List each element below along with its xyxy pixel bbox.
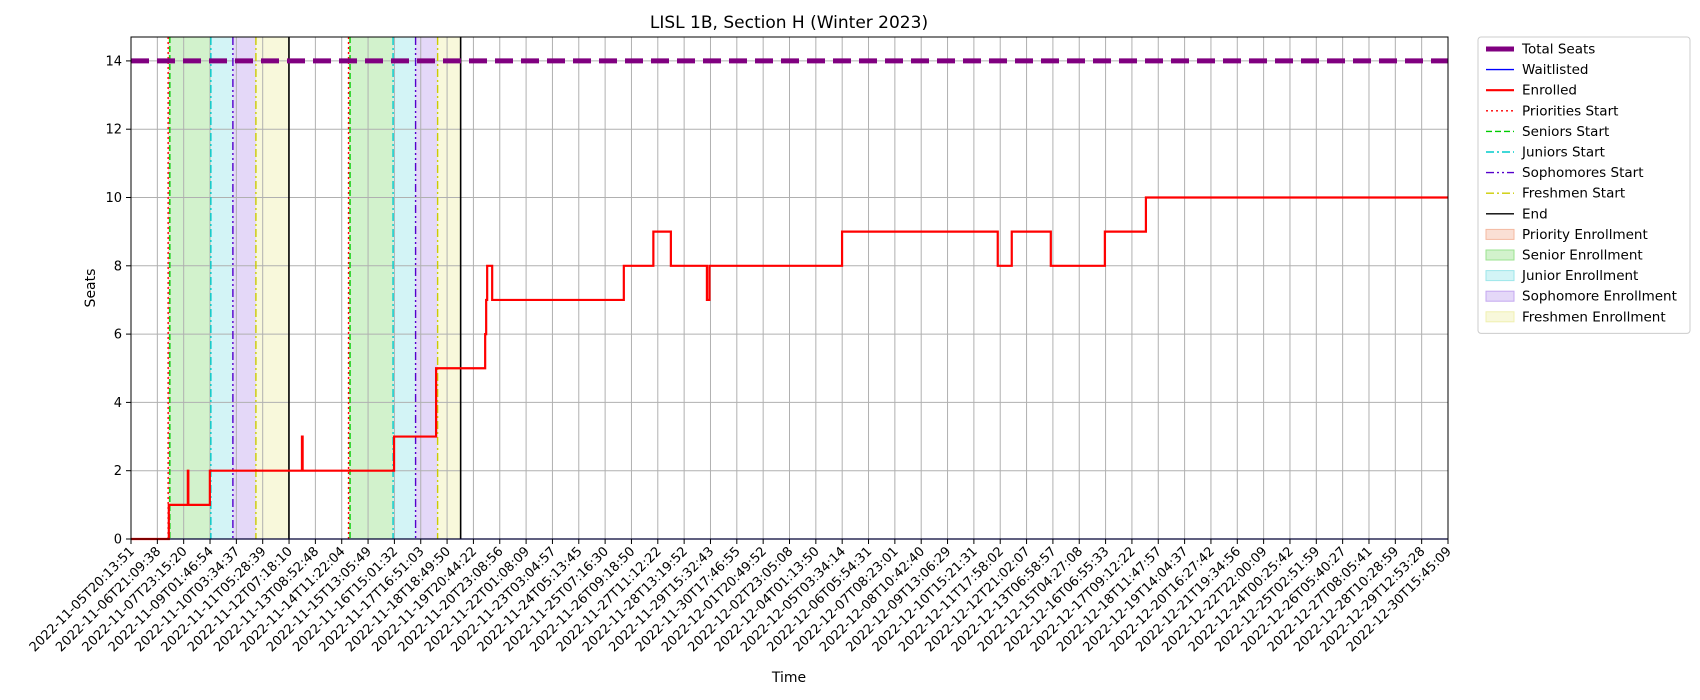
y-tick-label: 14 xyxy=(105,54,122,69)
y-axis-title: Seats xyxy=(83,269,99,308)
legend-label-freshmen-enrollment: Freshmen Enrollment xyxy=(1522,309,1666,325)
band-freshmen-enrollment xyxy=(437,37,461,539)
band-senior-enrollment xyxy=(350,37,394,539)
band-priority-enrollment xyxy=(168,37,170,539)
legend-label-waitlisted: Waitlisted xyxy=(1522,62,1589,78)
legend-swatch-junior-enrollment xyxy=(1485,270,1515,282)
band-junior-enrollment xyxy=(210,37,233,539)
y-tick-label: 4 xyxy=(114,396,122,411)
legend-swatch-sophomore-enrollment xyxy=(1485,290,1515,302)
band-junior-enrollment xyxy=(393,37,416,539)
x-axis-ticks: 2022-11-05T20:13:512022-11-06T21:09:3820… xyxy=(27,539,1455,655)
plot-area xyxy=(130,36,1449,541)
legend-frame xyxy=(1477,36,1691,334)
band-senior-enrollment xyxy=(169,37,211,539)
series-enrolled xyxy=(131,196,1448,541)
phase-markers xyxy=(167,37,462,539)
legend-label-enrolled: Enrolled xyxy=(1522,83,1577,99)
chart-title: LISL 1B, Section H (Winter 2023) xyxy=(650,13,928,33)
x-axis-title: Time xyxy=(771,670,806,686)
legend: Total Seats Waitlisted Enrolled Priorities … xyxy=(1477,36,1691,334)
y-tick-label: 6 xyxy=(114,328,122,343)
band-priority-enrollment xyxy=(348,37,351,539)
legend-swatch-priority-enrollment xyxy=(1485,228,1515,240)
band-sophomore-enrollment xyxy=(415,37,438,539)
y-tick-label: 2 xyxy=(114,464,122,479)
legend-label-junior-enrollment: Junior Enrollment xyxy=(1521,268,1638,284)
enrollment-bands xyxy=(168,37,461,539)
legend-swatch-freshmen-enrollment xyxy=(1485,311,1515,323)
y-tick-label: 8 xyxy=(114,259,122,274)
legend-label-senior-enrollment: Senior Enrollment xyxy=(1522,248,1643,264)
legend-label-freshmen-start: Freshmen Start xyxy=(1522,186,1625,202)
legend-label-juniors-start: Juniors Start xyxy=(1521,145,1605,161)
y-tick-label: 10 xyxy=(105,191,122,206)
y-tick-label: 12 xyxy=(105,123,122,138)
y-tick-label: 0 xyxy=(114,533,122,548)
band-freshmen-enrollment xyxy=(255,37,289,539)
legend-label-priority-enrollment: Priority Enrollment xyxy=(1522,227,1648,243)
legend-label-priorities-start: Priorities Start xyxy=(1522,103,1618,119)
grid-lines xyxy=(130,37,1449,540)
legend-label-seniors-start: Seniors Start xyxy=(1522,124,1609,140)
legend-label-sophomores-start: Sophomores Start xyxy=(1522,165,1644,181)
y-axis-ticks: 0 2 4 6 8 10 12 14 xyxy=(105,54,131,548)
band-sophomore-enrollment xyxy=(232,37,256,539)
legend-label-total-seats: Total Seats xyxy=(1521,42,1595,58)
legend-label-end: End xyxy=(1522,206,1548,222)
legend-swatch-senior-enrollment xyxy=(1485,249,1515,261)
legend-label-sophomore-enrollment: Sophomore Enrollment xyxy=(1522,289,1677,305)
